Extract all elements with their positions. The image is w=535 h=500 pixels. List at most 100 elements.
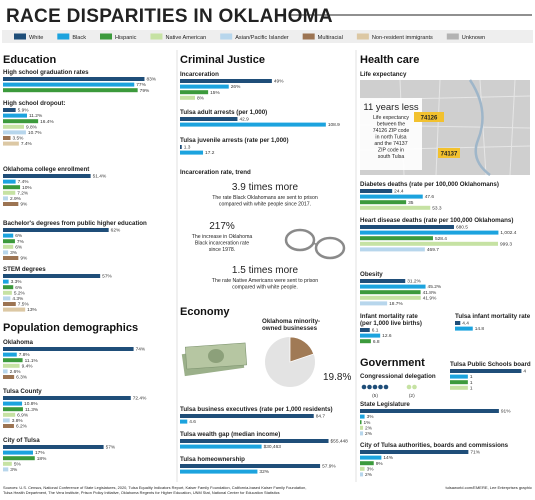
bar — [360, 284, 426, 289]
bar — [3, 141, 19, 146]
value-label: 1% — [364, 420, 372, 426]
legend-swatch — [446, 33, 459, 40]
value-label: 2.9% — [10, 196, 22, 202]
value-label: 10% — [22, 185, 32, 191]
bar — [3, 244, 14, 249]
bar — [3, 401, 23, 406]
value-label: 24.4 — [394, 189, 404, 195]
handcuffs-illustration — [284, 228, 346, 260]
chart-title: Tulsa infant mortality rate — [455, 313, 531, 320]
value-label: 79% — [140, 88, 150, 94]
chart-title: Oklahoma — [3, 339, 33, 346]
value-label: 9.8% — [26, 124, 38, 130]
bar — [360, 247, 425, 252]
bar — [180, 90, 209, 95]
bar — [450, 385, 468, 390]
value-label: 999.3 — [500, 241, 512, 247]
value-label: 45.2% — [428, 284, 442, 290]
value-label: 2% — [365, 425, 373, 431]
legend-label: Asian/Pacific Islander — [235, 35, 289, 41]
bar — [3, 190, 16, 195]
value-label: 47.6 — [425, 194, 435, 200]
value-label: 5.2% — [14, 290, 26, 296]
value-label: 14.8 — [475, 326, 485, 332]
bar — [360, 455, 382, 460]
chart-title: High school graduation rates — [3, 69, 89, 76]
value-label: 3.8% — [12, 418, 24, 424]
value-label: 11.2% — [29, 113, 43, 119]
value-label: 42.9 — [239, 117, 249, 123]
legend-label: Multiracial — [318, 35, 343, 41]
bar — [360, 425, 364, 430]
money-illustration — [181, 342, 248, 377]
value-label: 10.7% — [28, 130, 42, 136]
bar — [360, 230, 499, 235]
bar — [3, 77, 145, 81]
bar — [450, 374, 468, 379]
bar — [360, 472, 364, 477]
value-label: 680.5 — [456, 225, 468, 231]
chart-title: Tulsa homeownership — [180, 456, 245, 463]
value-label: 528.4 — [435, 236, 447, 242]
value-label: 35 — [408, 200, 414, 206]
chart-title: Tulsa adult arrests (per 1,000) — [180, 109, 267, 116]
bar — [3, 136, 11, 140]
chart-title: Tulsa Public Schools board — [450, 361, 531, 368]
legend-swatch — [100, 33, 112, 40]
value-label: 6.8 — [373, 339, 380, 345]
value-label: 41.9% — [423, 295, 437, 301]
pie-label: 19.8% — [323, 372, 351, 383]
legend-band — [2, 30, 533, 43]
icon-group — [406, 384, 417, 390]
bar — [3, 174, 91, 178]
bar — [3, 124, 24, 129]
bar — [3, 302, 16, 306]
zip-badge — [414, 112, 444, 122]
value-label: 77% — [136, 82, 146, 88]
value-label: 6.9% — [17, 412, 29, 418]
value-label: 57% — [106, 445, 116, 451]
zip-badge — [438, 148, 460, 158]
bar — [3, 396, 131, 400]
life-text: and the 74137 — [374, 141, 407, 147]
value-label: 5% — [14, 461, 22, 467]
value-label: 2% — [365, 431, 373, 437]
value-label: 1 — [470, 380, 473, 386]
chart-title: Incarceration — [180, 71, 219, 78]
section-heading: Health care — [360, 54, 419, 66]
bar — [360, 333, 381, 338]
bar — [360, 290, 421, 295]
value-label: 6.2% — [16, 424, 28, 430]
bar — [360, 241, 498, 246]
section-heading: Education — [3, 54, 56, 66]
bar — [180, 95, 195, 100]
value-label: 9% — [376, 461, 384, 467]
bar — [3, 119, 39, 124]
sources: Sources: U.S. Census, National Conferenc… — [3, 485, 306, 490]
value-label: (2) — [409, 393, 415, 399]
bar — [3, 239, 15, 244]
value-label: 14% — [383, 455, 393, 461]
value-label: 2% — [365, 472, 373, 478]
bar — [3, 285, 14, 290]
person-icon — [367, 384, 372, 390]
value-label: 3% — [367, 414, 375, 420]
value-label: (5) — [372, 393, 378, 399]
legend-swatch — [150, 33, 163, 40]
value-label: 17% — [35, 450, 45, 456]
value-label: 91% — [501, 409, 511, 415]
value-label: 10.8% — [24, 401, 38, 407]
bar — [3, 256, 19, 260]
value-label: 3% — [367, 466, 375, 472]
life-text: in north Tulsa — [375, 135, 406, 141]
bar — [360, 236, 433, 241]
bar — [3, 407, 23, 412]
bar — [180, 84, 229, 89]
value-label: 5.9% — [18, 108, 30, 114]
value-label: 18% — [37, 456, 47, 462]
bar — [3, 461, 12, 466]
chart-title: City of Tulsa — [3, 437, 40, 444]
bar — [3, 179, 16, 184]
legend-label: Unknown — [462, 35, 485, 41]
section-heading: Criminal Justice — [180, 54, 265, 66]
